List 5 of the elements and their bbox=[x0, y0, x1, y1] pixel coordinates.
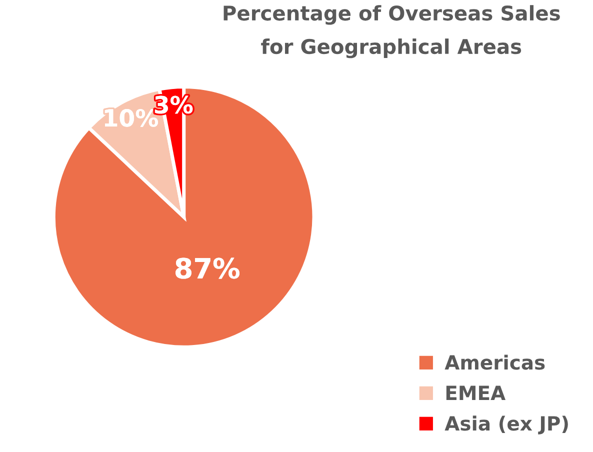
chart-title: Percentage of Overseas Sales for Geographical Areas bbox=[224, 5, 560, 58]
legend-label: Americas bbox=[444, 354, 545, 370]
legend-label: Asia (ex JP) bbox=[444, 416, 568, 434]
legend-label: EMEA bbox=[446, 386, 506, 400]
data-label: 87% bbox=[176, 258, 240, 279]
